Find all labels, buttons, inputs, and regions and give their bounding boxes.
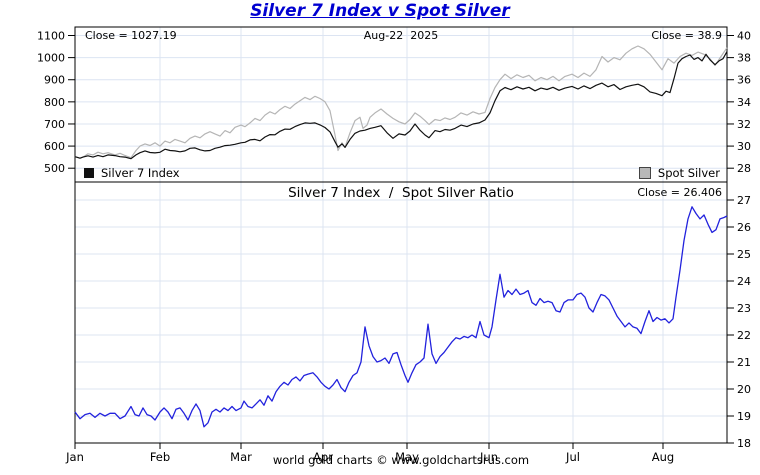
month-axis-label: Jul: [565, 450, 580, 464]
right-axis-tick-label: 27: [737, 194, 751, 207]
month-axis-label: Apr: [313, 450, 333, 464]
left-axis-tick-label: 800: [44, 96, 65, 109]
ratio-line: [74, 206, 728, 428]
left-axis-tick-label: 700: [44, 118, 65, 131]
legend-spot-silver: Spot Silver: [638, 166, 720, 180]
left-axis-tick-label: 1000: [37, 52, 65, 65]
month-axis-label: Aug: [652, 450, 674, 464]
silver7-index-line: [74, 51, 728, 160]
right-axis-tick-label: 20: [737, 383, 751, 396]
right-axis-tick-label: 25: [737, 248, 751, 261]
month-axis-label: Feb: [150, 450, 170, 464]
right-axis-tick-label: 26: [737, 221, 751, 234]
right-axis-tick-label: 24: [737, 275, 751, 288]
right-axis-tick-label: 34: [737, 96, 751, 109]
right-axis-tick-label: 19: [737, 410, 751, 423]
right-axis-tick-label: 23: [737, 302, 751, 315]
right-axis-tick-label: 38: [737, 52, 751, 65]
silver7-index-swatch-icon: [84, 168, 94, 178]
month-axis-label: Jan: [65, 450, 84, 464]
legend-silver7-index-label: Silver 7 Index: [101, 166, 180, 180]
right-axis-tick-label: 32: [737, 118, 751, 131]
ratio-panel-border: [74, 181, 728, 444]
ratio-close-value: Close = 26.406: [637, 186, 722, 199]
right-axis-tick-label: 21: [737, 356, 751, 369]
month-axis-label: Jun: [479, 450, 498, 464]
legend-silver7-index: Silver 7 Index: [84, 166, 180, 180]
left-axis-tick-label: 500: [44, 162, 65, 175]
right-axis-tick-label: 40: [737, 30, 751, 43]
spot-silver-line: [74, 45, 728, 159]
right-axis-tick-label: 22: [737, 329, 751, 342]
right-axis-tick-label: 30: [737, 140, 751, 153]
right-axis-tick-label: 18: [737, 437, 751, 450]
legend-spot-silver-label: Spot Silver: [657, 166, 720, 180]
footer-attribution: world gold charts © www.goldchartsrus.co…: [272, 453, 530, 467]
right-axis-tick-label: 28: [737, 162, 751, 175]
spot-close-value: Close = 38.9: [651, 29, 722, 42]
index-close-value: Close = 1027.19: [85, 29, 177, 42]
spot-silver-swatch-icon: [638, 167, 651, 179]
left-axis-tick-label: 1100: [37, 30, 65, 43]
left-axis-tick-label: 600: [44, 140, 65, 153]
left-axis-tick-label: 900: [44, 74, 65, 87]
right-axis-tick-label: 36: [737, 74, 751, 87]
month-axis-label: May: [395, 450, 419, 464]
last-date-label: Aug-22 2025: [363, 29, 439, 42]
month-axis-label: Mar: [230, 450, 252, 464]
page-title: Silver 7 Index v Spot Silver: [250, 1, 510, 21]
ratio-panel-title: Silver 7 Index / Spot Silver Ratio: [288, 185, 514, 201]
